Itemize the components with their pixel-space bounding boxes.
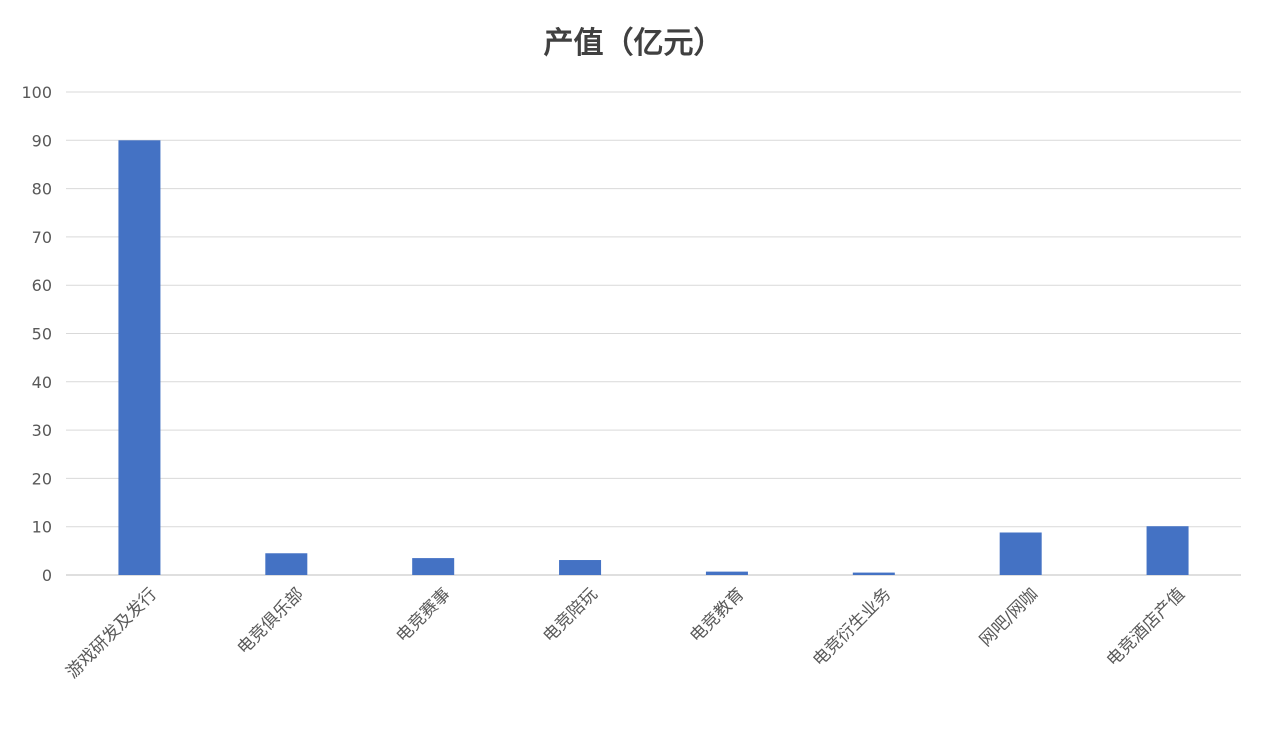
y-tick-label: 20 <box>32 469 52 488</box>
x-category-label: 电竞衍生业务 <box>809 584 895 670</box>
bar-0 <box>118 140 161 576</box>
x-category-label: 电竞教育 <box>686 584 748 646</box>
x-axis-labels: 游戏研发及发行 电竞俱乐部 电竞赛事 电竞陪玩 电竞教育 电竞衍生业务 网吧/网咖 电竞酒店产… <box>63 584 1189 683</box>
bar-3 <box>559 560 602 575</box>
y-tick-label: 60 <box>32 276 52 295</box>
y-axis-ticks: 0 10 20 30 40 50 60 70 80 90 100 <box>21 83 52 585</box>
bars <box>118 140 1189 576</box>
bar-2 <box>412 558 455 575</box>
chart-title: 产值（亿元） <box>543 26 724 61</box>
x-category-label: 电竞陪玩 <box>539 584 601 646</box>
y-tick-label: 50 <box>32 325 52 344</box>
x-category-label: 电竞俱乐部 <box>234 584 308 658</box>
y-tick-label: 100 <box>21 83 52 102</box>
y-tick-label: 40 <box>32 373 52 392</box>
x-category-label: 网吧/网咖 <box>976 584 1042 650</box>
bar-7 <box>1146 526 1189 575</box>
y-tick-label: 70 <box>32 228 52 247</box>
y-tick-label: 30 <box>32 421 52 440</box>
y-tick-label: 10 <box>32 518 52 537</box>
x-category-label: 游戏研发及发行 <box>63 584 161 682</box>
x-category-label: 电竞酒店产值 <box>1103 584 1189 670</box>
bar-1 <box>265 553 308 575</box>
bar-4 <box>705 571 748 575</box>
y-tick-label: 80 <box>32 180 52 199</box>
y-tick-label: 90 <box>32 131 52 150</box>
bar-6 <box>999 532 1042 575</box>
bar-5 <box>852 572 895 575</box>
y-tick-label: 0 <box>42 566 52 585</box>
gridlines <box>66 91 1241 576</box>
x-category-label: 电竞赛事 <box>392 584 455 647</box>
